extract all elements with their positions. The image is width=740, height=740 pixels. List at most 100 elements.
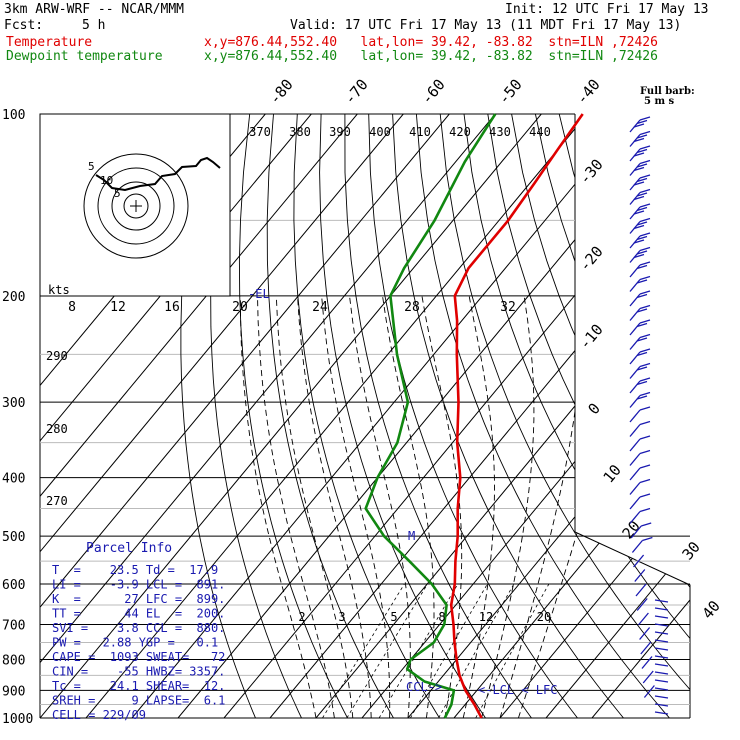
isotherm <box>40 114 542 718</box>
dry-adiabat <box>726 114 740 718</box>
mixing-ratio-line <box>322 583 405 718</box>
lower-wind-tick <box>654 655 669 659</box>
theta-label: 440 <box>529 125 551 139</box>
full-barb-unit: 5 m s <box>644 96 675 107</box>
wind-barb <box>629 319 651 336</box>
lower-wind-tick <box>654 607 669 611</box>
barb-flag <box>639 304 651 310</box>
barb-flag <box>636 351 648 357</box>
mixing-ratio-line <box>438 583 515 718</box>
wind-barb <box>629 232 651 249</box>
moist-adiabat <box>239 295 317 718</box>
dry-adiabat <box>582 114 690 718</box>
barb-flag <box>639 362 651 368</box>
barb-flag <box>633 210 645 215</box>
temperature-tick-label: -40 <box>573 76 604 108</box>
barb-shaft <box>629 293 641 307</box>
barb-flag <box>633 195 645 201</box>
isotherm <box>315 114 690 718</box>
lower-wind-tick <box>654 703 669 707</box>
el-marker: -EL <box>248 287 270 301</box>
barb-flag <box>633 166 645 172</box>
barb-shaft <box>629 134 641 147</box>
parcel-info-row: CIN = -55 HWBZ= 3357. <box>52 665 225 679</box>
mixing-ratio-label: 3 <box>338 610 345 624</box>
wind-barb <box>629 493 651 510</box>
barb-flag <box>639 333 651 339</box>
mixing-ratio-label: 5 <box>390 610 397 624</box>
wind-barb <box>630 522 652 539</box>
theta-label: 370 <box>249 125 271 139</box>
barb-shaft <box>630 525 642 539</box>
wind-barb <box>640 641 652 655</box>
barb-shaft <box>633 554 645 568</box>
pressure-label: 200 <box>2 290 25 305</box>
parcel-info-row: TT = 44 EL = 200. <box>52 607 225 621</box>
dry-adiabat <box>210 114 302 718</box>
temperature-profile <box>449 113 584 719</box>
temperature-tick-label: 0 <box>584 400 604 418</box>
wind-barbs: Full barb:5 m s <box>629 86 695 715</box>
mixing-ratio-top-label: 28 <box>404 300 420 315</box>
temperature-tick-label: 40 <box>698 597 723 622</box>
temperature-tick-label: 30 <box>678 538 703 563</box>
parcel-info-row: K = 27 LFC = 899. <box>52 592 225 606</box>
lower-wind-tick <box>654 695 669 699</box>
barb-flag <box>636 192 648 197</box>
barb-shaft <box>629 511 641 524</box>
barb-shaft <box>639 627 651 640</box>
pressure-label: 1000 <box>2 712 33 727</box>
lower-wind-tick <box>654 679 669 683</box>
temperature-tick-label: -30 <box>576 156 607 188</box>
parcel-info-row: T = 23.5 Td = 17.9 <box>52 563 218 577</box>
barb-flag <box>639 464 651 469</box>
isotherm <box>177 114 680 718</box>
isotherm <box>40 114 404 718</box>
barb-shaft <box>629 438 641 452</box>
theta-e-label: 270 <box>46 494 68 508</box>
temperature-tick-label: -20 <box>576 243 607 275</box>
wind-barb <box>634 569 646 582</box>
init-time: Init: 12 UTC Fri 17 May 13 <box>505 2 709 17</box>
wind-barb <box>639 627 651 640</box>
lower-wind-tick <box>654 615 669 619</box>
temperature-tick-label: -80 <box>266 76 297 108</box>
barb-shaft <box>629 409 641 423</box>
lower-wind-tick <box>654 647 669 651</box>
barb-shaft <box>636 598 648 611</box>
wind-barb <box>629 159 651 176</box>
dry-adiabat <box>392 114 624 718</box>
isotherm <box>40 114 496 718</box>
wind-barb <box>629 130 651 147</box>
barb-flag <box>636 177 648 183</box>
wind-barb <box>629 174 651 191</box>
wind-barb <box>629 217 651 234</box>
isotherm <box>499 114 690 718</box>
moist-adiabat <box>462 295 495 718</box>
mixing-ratio-label: 20 <box>537 610 551 624</box>
barb-shaft <box>629 148 641 162</box>
moist-adiabat <box>382 295 435 718</box>
moist-adiabat <box>297 295 372 718</box>
lower-wind-tick <box>654 663 669 667</box>
barb-flag <box>636 235 648 241</box>
wind-barb <box>629 333 651 350</box>
lower-wind-tick <box>654 711 669 715</box>
hodograph-ring <box>97 167 175 245</box>
mixing-ratio-line <box>346 583 428 718</box>
barb-shaft <box>629 192 641 205</box>
barb-shaft <box>629 279 641 292</box>
barb-shaft <box>634 569 646 582</box>
lower-wind-tick <box>654 599 669 603</box>
barb-shaft <box>643 685 655 698</box>
dry-adiabat <box>677 114 690 718</box>
barb-shaft <box>637 612 649 626</box>
wind-barb <box>629 507 651 524</box>
dry-adiabat <box>180 114 256 718</box>
barb-flag <box>636 148 648 154</box>
dewpoint-profile <box>364 113 497 719</box>
hodograph-ring <box>111 181 161 231</box>
barb-flag <box>639 420 651 426</box>
barb-flag <box>636 264 648 270</box>
barb-flag <box>636 250 648 255</box>
